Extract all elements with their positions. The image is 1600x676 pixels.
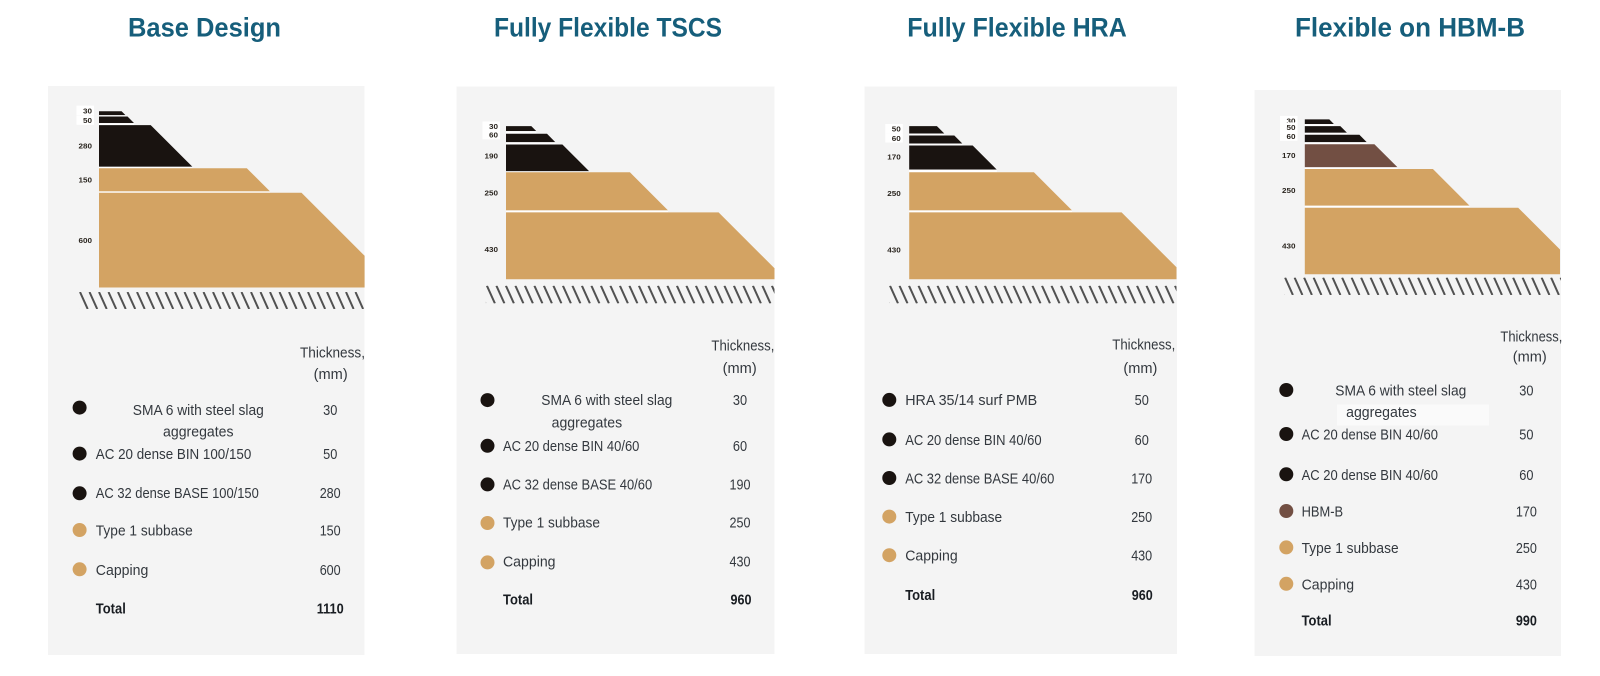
svg-text:50: 50 [1519,428,1533,444]
svg-text:150: 150 [320,524,341,540]
svg-text:Total: Total [1302,613,1332,629]
svg-text:30: 30 [1287,117,1296,126]
svg-text:Type 1 subbase: Type 1 subbase [96,524,193,540]
svg-text:250: 250 [1282,186,1296,195]
svg-text:30: 30 [733,393,747,409]
svg-text:250: 250 [485,189,499,198]
svg-text:1110: 1110 [317,602,344,618]
svg-text:aggregates: aggregates [1346,405,1417,421]
svg-text:AC 20 dense BIN 100/150: AC 20 dense BIN 100/150 [96,447,252,463]
svg-text:190: 190 [730,478,751,494]
svg-text:Type 1 subbase: Type 1 subbase [503,515,600,531]
svg-text:30: 30 [323,403,337,419]
svg-text:30: 30 [1519,384,1533,400]
svg-text:aggregates: aggregates [163,424,234,440]
svg-text:Total: Total [503,592,533,608]
svg-text:170: 170 [1131,472,1152,488]
svg-text:990: 990 [1516,613,1537,629]
svg-text:AC 20 dense BIN 40/60: AC 20 dense BIN 40/60 [905,433,1041,449]
svg-text:(mm): (mm) [1513,350,1547,366]
svg-text:Type 1 subbase: Type 1 subbase [905,510,1002,526]
svg-text:Capping: Capping [503,555,556,571]
svg-text:430: 430 [485,245,499,254]
svg-text:Flexible on HBM-B: Flexible on HBM-B [1295,13,1525,43]
svg-text:HRA 35/14 surf PMB: HRA 35/14 surf PMB [905,393,1037,409]
svg-text:60: 60 [892,134,901,143]
svg-text:SMA 6 with steel slag: SMA 6 with steel slag [1335,384,1466,400]
svg-text:60: 60 [1135,433,1149,449]
svg-text:Total: Total [96,602,126,618]
svg-text:600: 600 [320,563,341,579]
svg-text:Base Design: Base Design [128,13,281,43]
svg-text:aggregates: aggregates [552,416,623,432]
svg-text:280: 280 [79,141,93,150]
svg-text:AC 20 dense BIN 40/60: AC 20 dense BIN 40/60 [1302,468,1438,484]
svg-text:Capping: Capping [905,549,958,565]
svg-text:30: 30 [489,122,498,131]
svg-text:Fully Flexible TSCS: Fully Flexible TSCS [494,13,722,43]
svg-text:Thickness,: Thickness, [1112,337,1175,353]
svg-text:430: 430 [730,555,751,571]
svg-text:HBM-B: HBM-B [1302,504,1344,520]
svg-text:60: 60 [1287,132,1296,141]
svg-text:Thickness,: Thickness, [300,346,365,362]
svg-text:960: 960 [1132,588,1153,604]
svg-text:(mm): (mm) [314,367,348,383]
svg-text:280: 280 [320,486,341,502]
svg-text:(mm): (mm) [723,361,757,377]
svg-text:Thickness,: Thickness, [711,339,774,355]
svg-text:170: 170 [1282,151,1296,160]
svg-text:170: 170 [887,152,901,161]
svg-text:AC 32 dense BASE 100/150: AC 32 dense BASE 100/150 [96,486,259,502]
svg-text:250: 250 [1131,510,1152,526]
svg-text:50: 50 [1287,123,1296,132]
svg-text:Capping: Capping [1302,577,1355,593]
svg-text:Type 1 subbase: Type 1 subbase [1302,541,1399,557]
svg-text:250: 250 [730,515,751,531]
svg-text:AC 20 dense BIN 40/60: AC 20 dense BIN 40/60 [503,439,639,455]
svg-text:430: 430 [887,246,901,255]
svg-text:(mm): (mm) [1123,361,1157,377]
svg-text:SMA 6 with steel slag: SMA 6 with steel slag [541,393,672,409]
svg-text:150: 150 [79,175,93,184]
svg-text:AC 32 dense BASE 40/60: AC 32 dense BASE 40/60 [503,478,652,494]
svg-text:Total: Total [905,588,935,604]
svg-text:430: 430 [1131,549,1152,565]
svg-text:Capping: Capping [96,563,149,579]
svg-text:170: 170 [1516,504,1537,520]
svg-text:60: 60 [1519,468,1533,484]
svg-text:960: 960 [731,592,752,608]
svg-text:Thickness,: Thickness, [1500,329,1562,345]
svg-text:190: 190 [485,152,499,161]
svg-text:50: 50 [83,116,92,125]
svg-text:50: 50 [1135,393,1149,409]
svg-text:AC 20 dense BIN 40/60: AC 20 dense BIN 40/60 [1302,428,1438,444]
svg-text:SMA 6 with steel slag: SMA 6 with steel slag [133,403,264,419]
svg-text:60: 60 [489,131,498,140]
svg-text:50: 50 [323,447,337,463]
svg-text:60: 60 [733,439,747,455]
svg-text:250: 250 [887,189,901,198]
svg-text:250: 250 [1516,541,1537,557]
svg-text:AC 32 dense BASE 40/60: AC 32 dense BASE 40/60 [905,472,1054,488]
svg-text:430: 430 [1282,241,1296,250]
svg-text:600: 600 [79,236,93,245]
svg-text:Fully Flexible HRA: Fully Flexible HRA [907,13,1127,43]
svg-text:50: 50 [892,125,901,134]
svg-text:430: 430 [1516,577,1537,593]
svg-text:30: 30 [83,106,92,115]
